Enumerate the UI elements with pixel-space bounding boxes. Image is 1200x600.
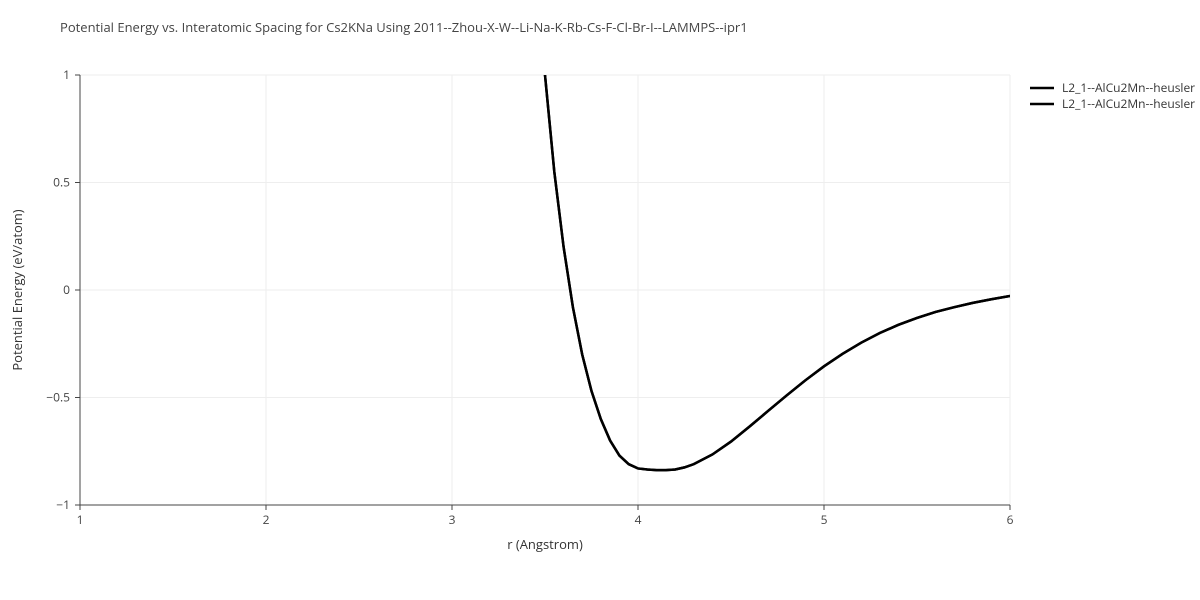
y-axis-label: Potential Energy (eV/atom)	[8, 209, 26, 370]
x-tick-label: 3	[449, 511, 456, 528]
y-tick-label: 0.5	[53, 174, 70, 191]
y-tick-label: −1	[56, 496, 70, 513]
gridlines	[80, 75, 1010, 505]
x-tick-label: 5	[821, 511, 828, 528]
legend-label: L2_1--AlCu2Mn--heusler	[1062, 95, 1195, 112]
y-tick-label: 0	[63, 281, 70, 298]
series-group	[541, 21, 1010, 470]
chart-title: Potential Energy vs. Interatomic Spacing…	[60, 18, 748, 36]
y-tick-label: 1	[63, 66, 70, 83]
x-ticks: 1 2 3 4 5 6	[77, 505, 1014, 528]
x-tick-label: 6	[1007, 511, 1014, 528]
x-tick-label: 1	[77, 511, 84, 528]
x-axis-label: r (Angstrom)	[507, 535, 583, 553]
series-line-1	[541, 21, 1010, 470]
y-tick-label: −0.5	[46, 389, 70, 406]
legend-label: L2_1--AlCu2Mn--heusler	[1062, 79, 1195, 96]
potential-energy-chart: Potential Energy vs. Interatomic Spacing…	[0, 0, 1200, 600]
series-line-0	[541, 21, 1010, 470]
legend: L2_1--AlCu2Mn--heuslerL2_1--AlCu2Mn--heu…	[1030, 79, 1195, 112]
y-ticks: −1 −0.5 0 0.5 1	[46, 66, 80, 513]
x-tick-label: 4	[635, 511, 642, 528]
x-tick-label: 2	[263, 511, 270, 528]
